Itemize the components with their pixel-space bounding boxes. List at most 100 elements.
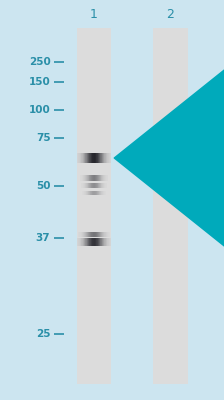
Bar [100,175,101,181]
Bar [100,153,101,163]
Bar [169,155,170,161]
Bar [89,191,90,195]
Bar [100,191,101,195]
Bar [84,153,85,163]
Bar [98,232,99,238]
Bar [88,191,89,195]
Bar [103,153,104,163]
Bar [98,238,99,246]
Bar [99,232,100,238]
Bar [87,175,88,181]
Bar [86,232,87,238]
Text: 25: 25 [36,329,50,339]
Bar [183,155,184,161]
Bar [101,175,102,181]
Bar [108,153,109,163]
Bar [180,155,181,161]
Bar [86,238,87,246]
Bar [107,238,108,246]
Bar [84,183,85,188]
Bar [94,153,95,163]
Bar [82,183,83,188]
Bar [96,238,97,246]
Bar [86,153,87,163]
Bar [89,232,90,238]
Bar [93,232,94,238]
Bar [157,155,158,161]
Bar [104,232,105,238]
Bar [85,175,86,181]
Bar [104,153,105,163]
Bar [102,232,103,238]
Bar [82,238,83,246]
Bar [93,183,94,188]
Bar [181,155,182,161]
Bar [160,155,161,161]
Bar [101,183,102,188]
Bar [83,153,84,163]
Bar [170,155,171,161]
Bar [97,191,98,195]
Bar [84,232,85,238]
Bar [105,238,106,246]
Bar [92,175,93,181]
Bar [171,155,172,161]
Bar [103,191,104,195]
Bar [107,175,108,181]
Bar [88,153,89,163]
Bar [88,175,89,181]
Bar [101,153,102,163]
Bar [100,183,101,188]
Bar [106,153,107,163]
Bar [84,175,85,181]
Bar [83,238,84,246]
Bar [100,232,101,238]
Bar [85,153,86,163]
Bar [95,153,96,163]
Bar [94,175,95,181]
Bar [91,232,92,238]
Bar [110,238,111,246]
Bar [153,28,188,384]
Bar [85,183,86,188]
Bar [87,183,88,188]
Bar [165,155,166,161]
Bar [155,155,156,161]
Bar [103,183,104,188]
Bar [83,183,84,188]
Bar [105,183,106,188]
Bar [80,153,81,163]
Bar [104,183,105,188]
Bar [89,238,90,246]
Bar [173,155,174,161]
Bar [86,183,87,188]
Bar [110,153,111,163]
Bar [96,183,97,188]
Bar [101,191,102,195]
Bar [81,175,82,181]
Bar [95,191,96,195]
Bar [92,153,93,163]
Bar [94,183,95,188]
Bar [90,232,91,238]
Bar [105,175,106,181]
Bar [88,232,89,238]
Bar [85,191,86,195]
Bar [185,155,186,161]
Bar [179,155,180,161]
Bar [81,238,82,246]
Bar [78,153,79,163]
Bar [78,232,79,238]
Text: 2: 2 [166,8,174,20]
Bar [99,191,100,195]
Bar [81,232,82,238]
Bar [162,155,163,161]
Bar [96,191,97,195]
Bar [85,238,86,246]
Bar [109,153,110,163]
Bar [99,175,100,181]
Bar [89,153,90,163]
Bar [93,153,94,163]
Bar [105,191,106,195]
Bar [174,155,175,161]
